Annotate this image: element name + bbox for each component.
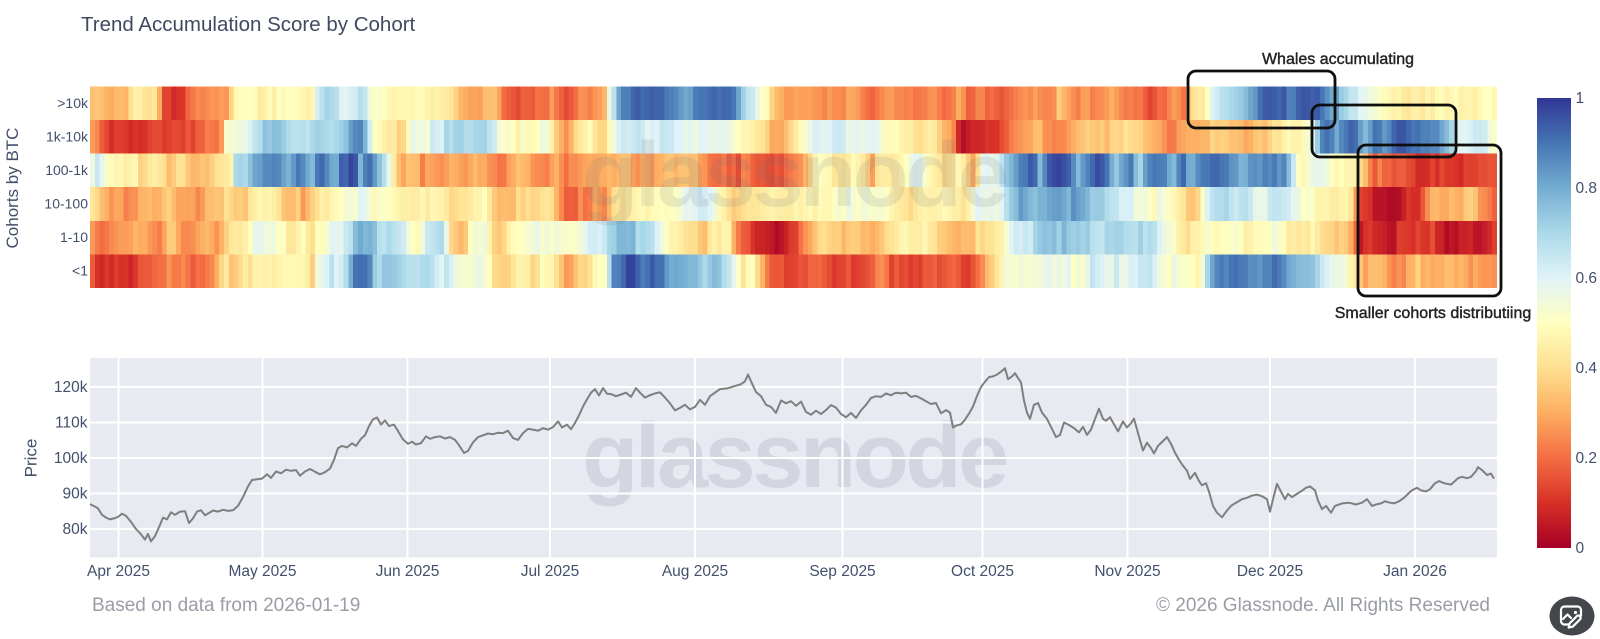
svg-text:0.8: 0.8 bbox=[1576, 180, 1598, 197]
svg-text:1k-10k: 1k-10k bbox=[46, 128, 89, 144]
svg-text:<1: <1 bbox=[72, 263, 88, 279]
svg-text:Jun 2025: Jun 2025 bbox=[376, 563, 440, 580]
svg-text:0: 0 bbox=[1576, 540, 1585, 557]
svg-text:10-100: 10-100 bbox=[44, 196, 88, 212]
svg-text:Apr 2025: Apr 2025 bbox=[87, 563, 150, 580]
svg-text:1: 1 bbox=[1576, 90, 1585, 107]
svg-text:100-1k: 100-1k bbox=[45, 162, 89, 178]
svg-text:120k: 120k bbox=[54, 379, 88, 396]
svg-text:glassnode: glassnode bbox=[582, 405, 1007, 507]
svg-text:90k: 90k bbox=[63, 486, 88, 503]
svg-text:Whales accumulating: Whales accumulating bbox=[1262, 51, 1414, 68]
svg-text:80k: 80k bbox=[63, 521, 88, 538]
svg-text:Jan 2026: Jan 2026 bbox=[1383, 563, 1447, 580]
svg-text:Sep 2025: Sep 2025 bbox=[809, 563, 875, 580]
svg-text:Jul 2025: Jul 2025 bbox=[521, 563, 580, 580]
svg-text:May 2025: May 2025 bbox=[228, 563, 296, 580]
svg-text:Dec 2025: Dec 2025 bbox=[1237, 563, 1303, 580]
svg-text:Oct 2025: Oct 2025 bbox=[951, 563, 1014, 580]
svg-text:Cohorts by BTC: Cohorts by BTC bbox=[3, 128, 22, 249]
svg-text:Price: Price bbox=[22, 439, 41, 478]
svg-text:Trend Accumulation Score by Co: Trend Accumulation Score by Cohort bbox=[81, 13, 416, 36]
svg-text:glassnode: glassnode bbox=[582, 124, 1007, 226]
svg-text:Smaller cohorts distributiing: Smaller cohorts distributiing bbox=[1335, 305, 1532, 322]
svg-text:100k: 100k bbox=[54, 450, 88, 467]
svg-text:0.6: 0.6 bbox=[1576, 270, 1598, 287]
svg-text:110k: 110k bbox=[55, 415, 88, 432]
svg-text:1-10: 1-10 bbox=[60, 229, 88, 245]
svg-text:Aug 2025: Aug 2025 bbox=[662, 563, 728, 580]
svg-text:0.4: 0.4 bbox=[1576, 360, 1598, 377]
svg-text:Nov 2025: Nov 2025 bbox=[1094, 563, 1160, 580]
svg-text:0.2: 0.2 bbox=[1576, 450, 1598, 467]
svg-text:>10k: >10k bbox=[57, 95, 89, 111]
svg-text:© 2026 Glassnode. All Rights R: © 2026 Glassnode. All Rights Reserved bbox=[1156, 595, 1490, 616]
svg-text:Based on data from 2026-01-19: Based on data from 2026-01-19 bbox=[92, 595, 360, 616]
